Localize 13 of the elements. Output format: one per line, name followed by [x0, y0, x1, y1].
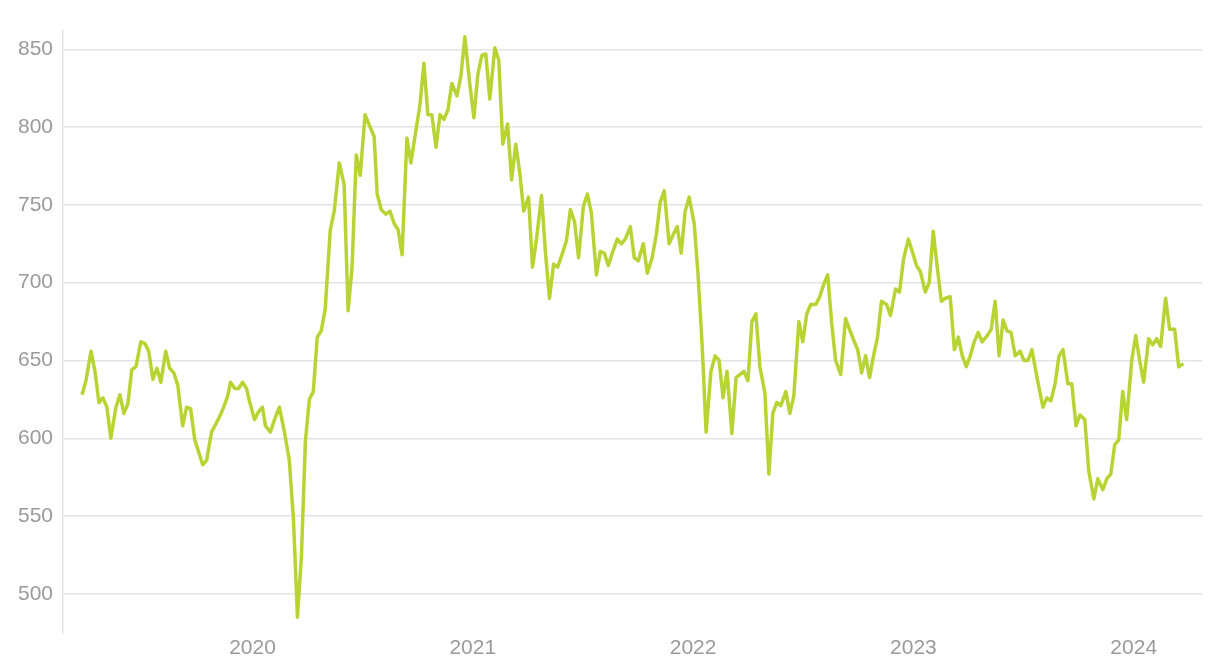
y-tick-label: 600 [17, 425, 54, 449]
x-tick-label: 2024 [1110, 635, 1158, 659]
y-tick-label: 700 [17, 269, 54, 293]
y-tick-label: 500 [17, 580, 54, 604]
y-tick-label: 800 [17, 113, 54, 137]
y-tick-label: 550 [17, 502, 54, 526]
x-tick-label: 2023 [890, 635, 937, 659]
x-tick-label: 2022 [669, 635, 717, 659]
y-tick-label: 850 [17, 36, 54, 60]
y-tick-label: 750 [17, 191, 54, 215]
x-tick-label: 2021 [449, 635, 497, 659]
y-tick-label: 650 [17, 347, 54, 371]
x-tick-label: 2020 [229, 635, 276, 659]
